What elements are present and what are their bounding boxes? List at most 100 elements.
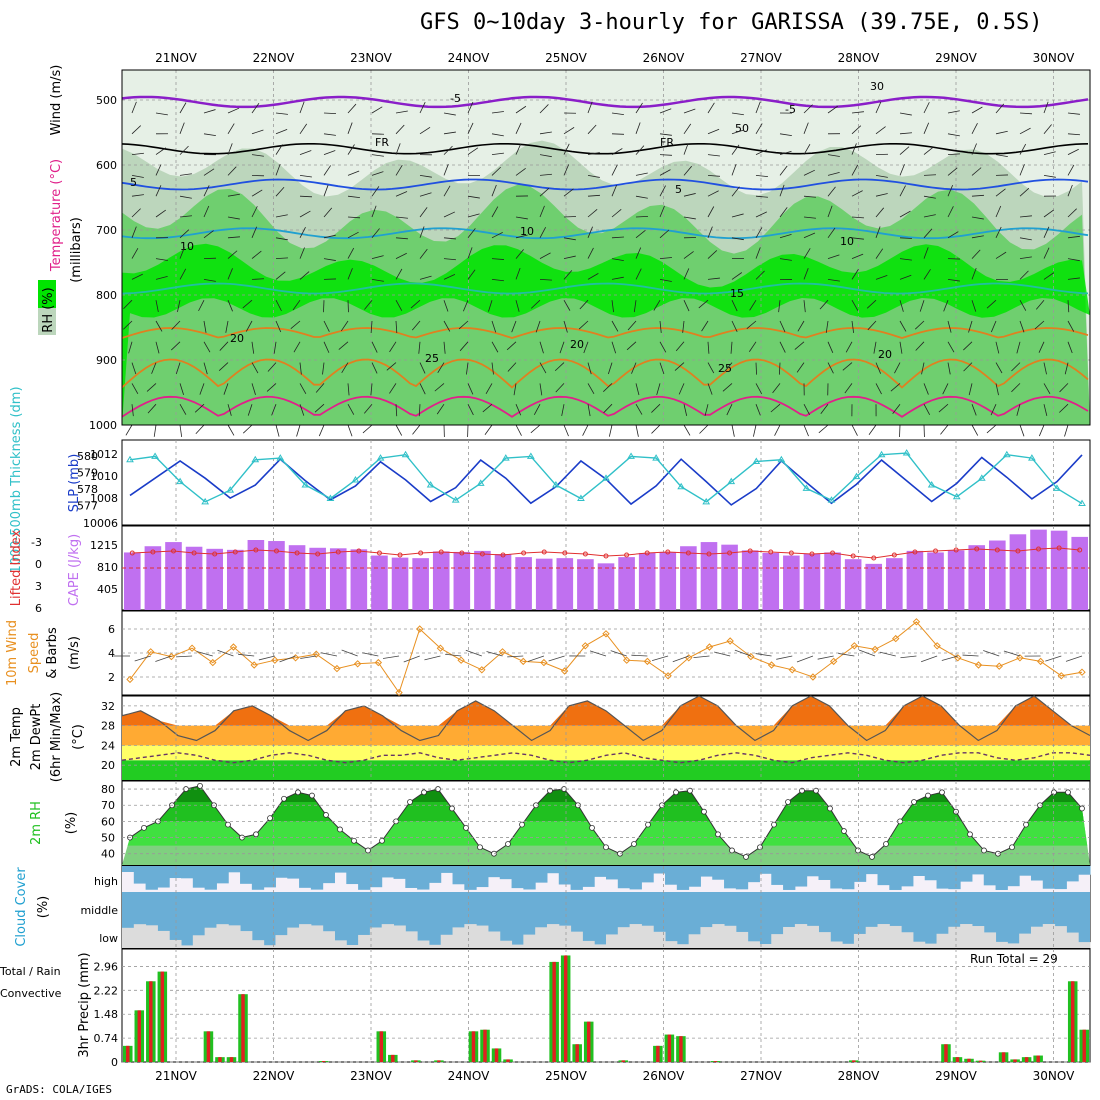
slp-tick-label: 1008 [90,492,118,505]
wind-barb [563,237,576,241]
cloud-low-bar [995,941,1008,948]
wind-barb [251,278,265,280]
wind-speed-marker [560,667,569,675]
cloud-high-bar [783,866,796,890]
precip-convective-bar [656,1045,660,1062]
cloud-low-bar [971,926,985,948]
wind-barb [683,123,692,135]
wind-barb [995,341,1000,354]
wind-barb [875,101,882,114]
wind-speed-marker [416,625,424,633]
wind-barb [563,216,577,218]
cape-bar [741,550,759,610]
contour-label: 20 [878,348,892,361]
cloud-high-bar [688,866,701,887]
wind-barb [875,126,886,135]
wind-barb [131,175,144,178]
wind-barb [899,112,912,116]
contour-label: 25 [425,352,439,365]
rh-marker [505,841,511,847]
wind-barb [539,173,552,176]
wind-barb [943,300,949,312]
wind-barb [251,154,264,157]
wind-barb [947,110,960,114]
wind-barb [1067,235,1080,239]
wind-barb [683,268,690,280]
cloud-low-bar [936,933,949,948]
wind-barb [827,154,840,157]
precip-convective-bar [852,1060,856,1062]
wind-barb-10m [382,655,400,659]
wind-speed-marker [457,656,465,664]
cloud-high-bar [487,866,501,878]
cloud-low-bar [157,930,170,948]
wind-barb [131,208,141,218]
cloud-low-bar [641,925,654,948]
lifted-index-marker [150,549,156,555]
thickness-marker [376,454,385,461]
wind-barb [995,383,999,396]
cloud-high-bar [393,866,406,879]
precip-convective-bar [1001,1052,1006,1062]
wind-barb [940,424,949,435]
cloud-low-bar [216,924,229,948]
wind-speed-marker [333,664,341,673]
wind-barb [299,362,302,375]
cape-axis-label: CAPE (J/kg) [67,534,82,606]
cloud-high-bar [476,866,489,888]
wind-barb [659,185,666,197]
thickness-marker [802,484,811,491]
wind-barb [1059,383,1069,393]
cloud-low-bar [287,927,300,948]
wind-barb [147,403,157,414]
wind-barb [296,424,301,437]
wind-barb [707,175,720,177]
wind-barb [797,320,805,332]
lifted-index-marker [768,549,774,555]
wind-barb [395,252,407,259]
wind-speed-marker [1016,654,1024,662]
wind-barb [299,210,311,218]
wind-barb [755,175,768,178]
wind-barb [223,383,229,395]
wind-barb [707,341,710,354]
precip-convective-bar [713,1061,718,1062]
wind-barb [796,362,805,373]
rh-marker [197,782,203,789]
rh-marker [771,821,777,828]
wind-barb [1019,215,1032,218]
wind-barb [923,122,930,134]
wind-barb [155,258,168,261]
wind-barb [803,195,816,198]
wind-barb [563,127,575,135]
lifted-index-marker [1036,546,1042,552]
cape-bar [618,557,635,610]
wind-barb [271,404,277,416]
wind-speed-marker [912,618,921,626]
date-label-bottom: 30NOV [1033,1069,1075,1083]
wind-speed-marker [353,660,362,668]
wind-barb [923,214,936,218]
wind-barb [683,404,688,416]
cape-tick-label: 405 [97,583,118,596]
cloud-low-bar [358,934,371,948]
precip-total-label: Total / Rain [0,965,61,978]
wind-barb [825,320,829,333]
wind-barb [199,383,205,395]
wind-barb [290,320,301,330]
wind-speed-marker [188,644,196,652]
wind-barb [242,424,253,434]
wind-barb [1043,226,1050,238]
wind-barb [467,228,476,239]
wind-barb [923,383,929,395]
cloud-high-bar [617,866,631,889]
wind-barb [851,300,859,311]
wind-barb [515,122,522,134]
cloud-low-bar [240,931,253,948]
wind-barb [347,170,360,176]
wind-barb [722,383,733,392]
wind-speed-marker [1078,668,1086,676]
wind-barb [779,341,786,353]
wind-barb [203,205,210,218]
wind-barb [1067,300,1070,313]
